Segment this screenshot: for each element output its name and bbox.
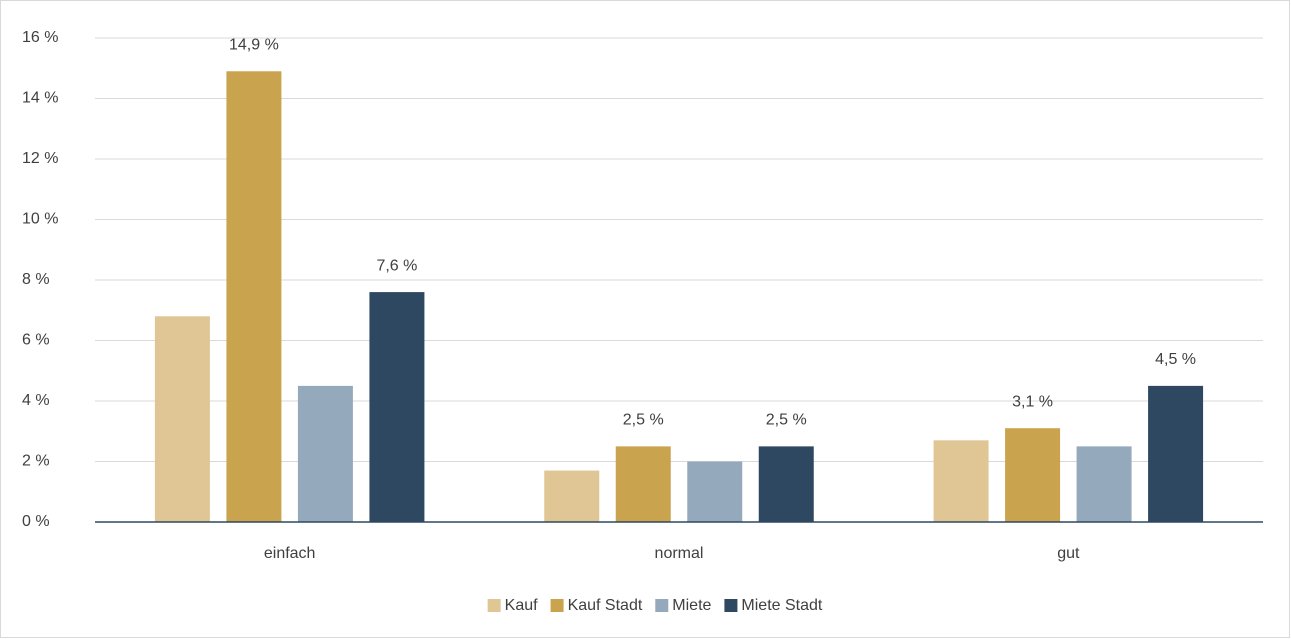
data-label: 14,9 % [229, 36, 279, 53]
bar [687, 461, 743, 522]
bar [1005, 428, 1061, 522]
bar [154, 316, 210, 522]
y-tick-label: 12 % [22, 150, 58, 167]
legend-swatch [655, 599, 669, 612]
data-label: 7,6 % [376, 257, 417, 274]
y-tick-label: 14 % [22, 90, 58, 107]
legend-label: Miete [672, 597, 711, 614]
y-tick-label: 4 % [22, 392, 50, 409]
bar [226, 71, 282, 523]
y-tick-label: 0 % [22, 513, 50, 530]
legend-label: Kauf Stadt [568, 597, 643, 614]
bar [615, 446, 671, 522]
bar [1148, 385, 1204, 522]
legend-swatch [487, 599, 501, 612]
y-tick-label: 16 % [22, 29, 58, 46]
data-label: 3,1 % [1012, 393, 1053, 410]
bar [297, 385, 353, 522]
data-label: 2,5 % [623, 412, 664, 429]
y-tick-label: 2 % [22, 453, 50, 470]
legend-label: Kauf [505, 597, 538, 614]
bar [1076, 446, 1132, 522]
x-tick-label: normal [655, 545, 704, 562]
legend-swatch [724, 599, 738, 612]
bar [544, 470, 600, 522]
legend-label: Miete Stadt [741, 597, 822, 614]
legend-swatch [550, 599, 564, 612]
y-tick-label: 10 % [22, 211, 58, 228]
y-tick-label: 8 % [22, 271, 50, 288]
x-tick-label: gut [1057, 545, 1080, 562]
data-label: 4,5 % [1155, 351, 1196, 368]
bar [369, 292, 425, 522]
bar [758, 446, 814, 522]
x-tick-label: einfach [264, 545, 316, 562]
bar [933, 440, 989, 522]
data-label: 2,5 % [766, 412, 807, 429]
y-tick-label: 6 % [22, 332, 50, 349]
